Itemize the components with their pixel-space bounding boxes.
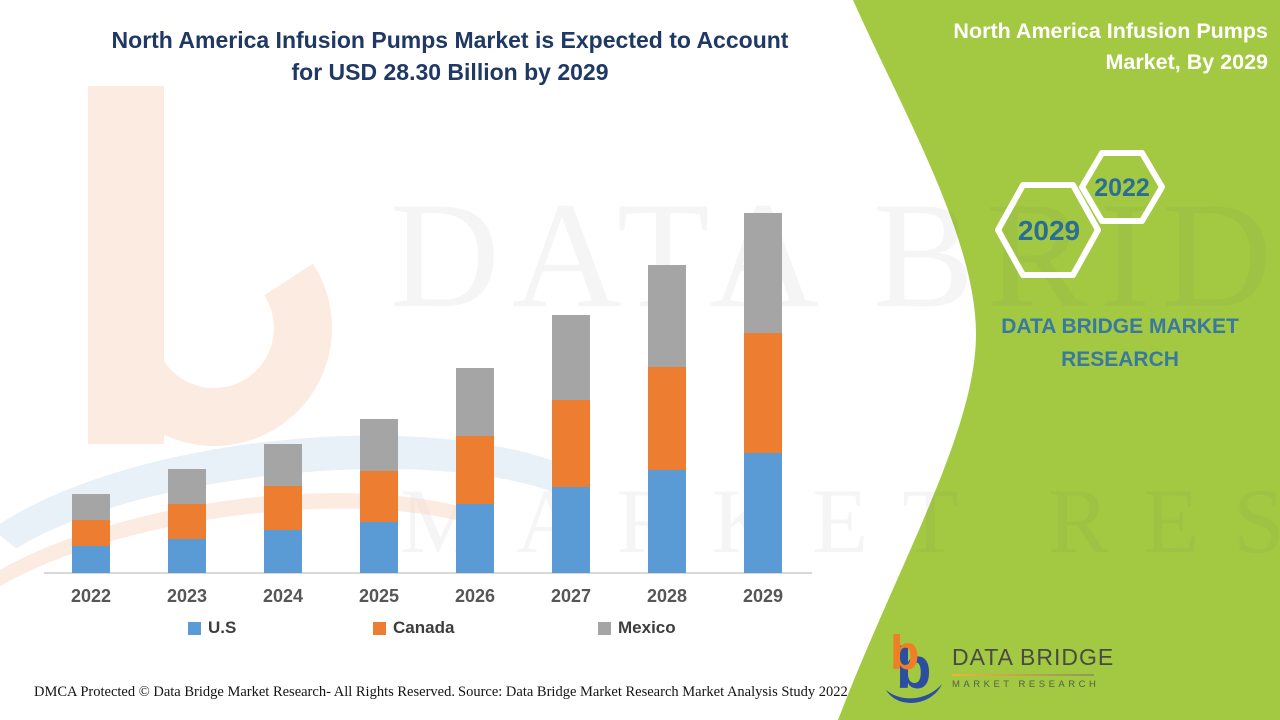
- logo-b-orange-glyph: b: [890, 627, 920, 680]
- legend-swatch-mexico: [598, 621, 611, 635]
- source-note: Source: Data Bridge Market Research Mark…: [458, 684, 848, 700]
- bar-segment-mexico-2023: [168, 468, 206, 505]
- bar-segment-us-2026: [456, 504, 494, 573]
- legend-item-mexico: Mexico: [598, 618, 676, 638]
- bar-segment-us-2023: [168, 538, 206, 573]
- chart-title: North America Infusion Pumps Market is E…: [50, 24, 850, 88]
- hexagon-2022: [1079, 150, 1165, 224]
- bar-2025: [360, 419, 398, 573]
- brand-wordmark-line2: RESEARCH: [1061, 348, 1179, 371]
- x-label-2025: 2025: [358, 586, 400, 606]
- bar-segment-canada-2023: [168, 504, 206, 539]
- hexagon-2029-label: 2029: [1018, 215, 1080, 246]
- logo-divider: [952, 674, 1094, 676]
- bar-segment-us-2028: [648, 470, 686, 573]
- bar-segment-us-2025: [360, 522, 398, 573]
- chart-title-line2: for USD 28.30 Billion by 2029: [291, 59, 609, 85]
- hexagon-2029: [995, 182, 1101, 278]
- bar-2029: [744, 213, 782, 573]
- company-logo: b b DATA BRIDGE MARKET RESEARCH: [886, 628, 1115, 708]
- watermark-logo-stem: [88, 86, 164, 444]
- panel-title: North America Infusion Pumps Market, By …: [908, 16, 1268, 78]
- legend-label-us: U.S: [208, 618, 237, 637]
- legend-item-us: U.S: [188, 618, 236, 638]
- bar-segment-mexico-2025: [360, 419, 398, 472]
- chart-title-line1: North America Infusion Pumps Market is E…: [111, 27, 789, 53]
- logo-mark-icon: b b: [886, 628, 948, 704]
- x-label-2022: 2022: [70, 586, 112, 606]
- bar-segment-us-2029: [744, 453, 782, 573]
- x-label-2028: 2028: [646, 586, 688, 606]
- bar-2023: [168, 468, 206, 573]
- legend-swatch-canada: [373, 621, 386, 635]
- bar-2022: [72, 494, 110, 573]
- x-label-2027: 2027: [550, 586, 592, 606]
- dmca-notice: DMCA Protected © Data Bridge Market Rese…: [34, 684, 455, 700]
- x-axis-line: [44, 572, 812, 574]
- bar-segment-mexico-2026: [456, 368, 494, 436]
- x-label-2023: 2023: [166, 586, 208, 606]
- logo-text-block: DATA BRIDGE MARKET RESEARCH: [952, 644, 1115, 690]
- bar-segment-canada-2029: [744, 332, 782, 454]
- bar-segment-mexico-2029: [744, 213, 782, 333]
- bar-segment-us-2024: [264, 529, 302, 573]
- logo-swoosh-icon: [886, 684, 942, 703]
- legend-swatch-us: [188, 621, 201, 635]
- bar-segment-mexico-2022: [72, 494, 110, 520]
- legend-label-canada: Canada: [393, 618, 455, 637]
- bar-segment-mexico-2028: [648, 265, 686, 367]
- plot-area: 2022 2023 2024 2025 2026 2027 2028 2029 U.S Cana…: [44, 213, 812, 638]
- bar-segment-mexico-2027: [552, 314, 590, 400]
- bar-segment-us-2027: [552, 486, 590, 573]
- bar-2028: [648, 265, 686, 573]
- green-panel-shape: [838, 0, 1280, 720]
- panel-title-line2: Market, By 2029: [1105, 50, 1268, 74]
- logo-name: DATA BRIDGE: [952, 644, 1115, 670]
- bar-segment-canada-2027: [552, 400, 590, 487]
- legend-item-canada: Canada: [373, 618, 454, 638]
- bar-segment-canada-2026: [456, 435, 494, 505]
- x-label-2024: 2024: [262, 586, 304, 606]
- x-label-2029: 2029: [742, 586, 784, 606]
- hexagon-2022-label: 2022: [1094, 174, 1150, 202]
- bar-segment-mexico-2024: [264, 444, 302, 487]
- logo-b-blue-glyph: b: [896, 636, 932, 701]
- brand-wordmark: DATA BRIDGE MARKET RESEARCH: [975, 310, 1265, 376]
- bar-segment-canada-2024: [264, 486, 302, 530]
- bar-segment-canada-2025: [360, 471, 398, 523]
- brand-wordmark-line1: DATA BRIDGE MARKET: [1001, 315, 1239, 338]
- bar-segment-canada-2022: [72, 519, 110, 547]
- bar-2024: [264, 444, 302, 573]
- year-hexagons: 2029 2022: [995, 150, 1165, 278]
- x-label-2026: 2026: [454, 586, 496, 606]
- bar-2026: [456, 368, 494, 573]
- logo-subtitle: MARKET RESEARCH: [952, 679, 1100, 690]
- panel-title-line1: North America Infusion Pumps: [953, 19, 1268, 43]
- bar-segment-us-2022: [72, 546, 110, 573]
- bar-segment-canada-2028: [648, 367, 686, 470]
- bar-2027: [552, 314, 590, 573]
- legend-label-mexico: Mexico: [618, 618, 676, 637]
